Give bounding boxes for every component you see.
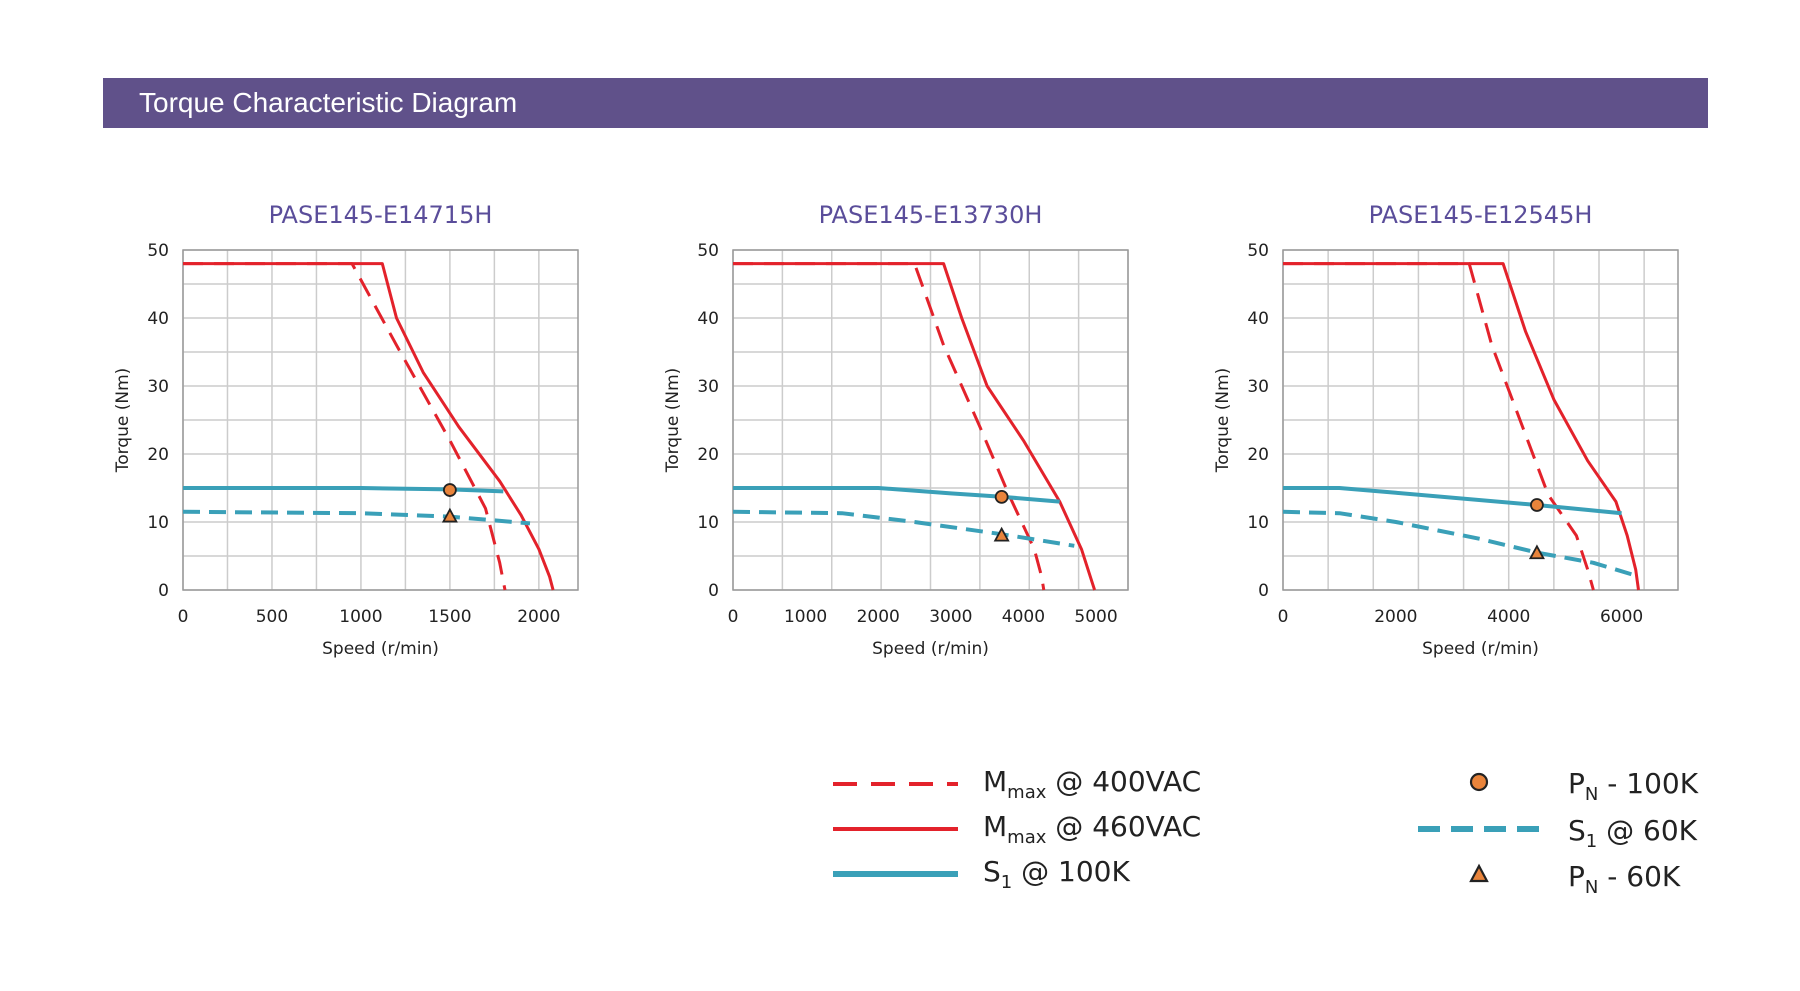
legend-label-mmax400: Mmax @ 400VAC [983,765,1201,803]
series-s1_100k [183,486,504,494]
y-tick-label: 50 [1247,241,1269,261]
marker-pn_60k [441,507,458,523]
marker-pn_60k [993,526,1010,542]
series-s1_100k [1283,486,1622,516]
torque-chart-2: PASE145-E13730H 0 1000 2000 3000 4000 5000 0 10 2… [663,201,1129,659]
series-s1_100k [733,486,1060,504]
marker-pn_100k [442,483,457,497]
y-axis-label: Torque (Nm) [1213,368,1233,474]
x-tick-label: 4000 [1487,607,1530,627]
legend-label-mmax460: Mmax @ 460VAC [983,810,1201,848]
y-tick-label: 0 [158,581,169,601]
x-tick-label: 0 [728,607,739,627]
x-tick-label: 1000 [784,607,827,627]
y-tick-label: 40 [697,309,719,329]
y-tick-label: 30 [147,377,169,397]
chart-title: PASE145-E14715H [269,201,493,229]
y-tick-label: 20 [147,445,169,465]
x-axis-label: Speed (r/min) [1422,639,1539,659]
y-tick-label: 50 [697,241,719,261]
chart-title: PASE145-E13730H [819,201,1043,229]
y-tick-label: 30 [1247,377,1269,397]
y-tick-label: 10 [1247,513,1269,533]
y-tick-label: 20 [697,445,719,465]
chart-title: PASE145-E12545H [1369,201,1593,229]
x-tick-label: 1000 [339,607,382,627]
x-tick-label: 2000 [857,607,900,627]
marker-pn_100k [994,489,1009,504]
header-bar: Torque Characteristic Diagram [103,78,1708,128]
series-mmax400 [183,262,507,591]
legend-swatch-pn-60k [1469,863,1489,883]
x-axis-label: Speed (r/min) [322,639,439,659]
plot-frame [732,249,1129,591]
legend-label-pn_60k: PN - 60K [1568,860,1681,898]
x-tick-label: 3000 [929,607,972,627]
y-tick-label: 10 [697,513,719,533]
x-tick-label: 2000 [517,607,560,627]
x-axis-label: Speed (r/min) [872,639,989,659]
y-tick-label: 40 [1247,309,1269,329]
plot-frame [1282,249,1679,591]
x-tick-label: 4000 [1002,607,1045,627]
x-tick-label: 6000 [1600,607,1643,627]
y-tick-label: 10 [147,513,169,533]
series-mmax400 [1283,262,1595,591]
series-mmax460 [183,262,555,591]
y-tick-label: 0 [1258,581,1269,601]
x-tick-label: 0 [178,607,189,627]
y-axis-label: Torque (Nm) [113,368,133,474]
series-s1_60k [182,509,531,526]
legend-label-s1_60k: S1 @ 60K [1568,814,1698,852]
series-mmax460 [1283,262,1640,591]
series-s1_60k [732,509,1075,548]
x-tick-label: 2000 [1374,607,1417,627]
plot-frame [182,249,579,591]
x-tick-label: 1500 [428,607,471,627]
legend-label-s1_100k: S1 @ 100K [983,855,1130,893]
series-mmax460 [733,262,1097,591]
x-tick-label: 5000 [1074,607,1117,627]
torque-chart-3: PASE145-E12545H 0 2000 4000 6000 0 10 20 30 40 50 S… [1213,201,1679,659]
series-s1_60k [1282,509,1640,579]
torque-chart-1: PASE145-E14715H 0 500 1000 1500 2000 0 10 20 30 40… [113,201,579,659]
y-axis-label: Torque (Nm) [663,368,683,474]
marker-pn_60k [1528,544,1545,560]
legend-swatch-pn-100k [1469,772,1489,792]
y-tick-label: 0 [708,581,719,601]
x-tick-label: 0 [1278,607,1289,627]
page-title: Torque Characteristic Diagram [139,87,518,118]
legend-label-pn_100k: PN - 100K [1568,767,1699,805]
y-tick-label: 50 [147,241,169,261]
y-tick-label: 30 [697,377,719,397]
marker-pn_100k [1530,498,1544,512]
x-tick-label: 500 [256,607,288,627]
y-tick-label: 40 [147,309,169,329]
y-tick-label: 20 [1247,445,1269,465]
series-mmax400 [733,262,1046,591]
